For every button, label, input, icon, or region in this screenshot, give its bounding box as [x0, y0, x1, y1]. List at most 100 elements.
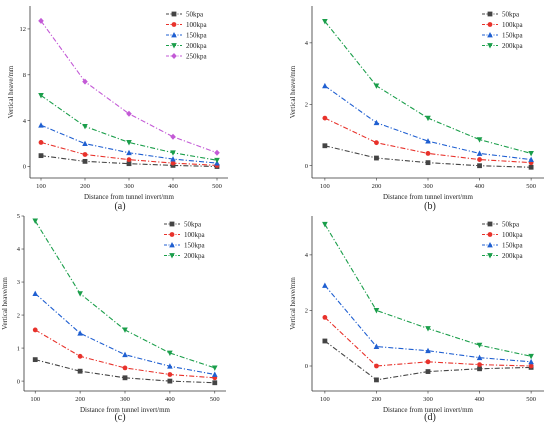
data-point-150kpa — [425, 138, 431, 144]
data-point-200kpa — [214, 157, 220, 164]
data-point-150kpa — [126, 149, 132, 156]
series-line-150kpa — [34, 293, 215, 376]
legend-marker-150kpa — [171, 32, 177, 38]
series-line-50kpa — [35, 359, 215, 384]
data-point-250kpa — [214, 149, 220, 156]
y-tick-label: 0 — [305, 363, 308, 370]
data-point-200kpa — [528, 353, 534, 360]
data-point-200kpa — [425, 115, 431, 122]
data-point-250kpa — [126, 110, 132, 117]
data-point-150kpa — [373, 343, 380, 349]
series-line-150kpa — [324, 285, 532, 363]
data-point-100kpa — [77, 353, 83, 359]
data-point-150kpa — [211, 371, 218, 377]
data-point-100kpa — [477, 157, 482, 162]
legend-marker-150kpa — [487, 32, 493, 38]
legend-label-50kpa: 50kpa — [502, 221, 520, 229]
series-line-250kpa — [40, 20, 218, 154]
data-point-150kpa — [77, 330, 83, 336]
x-tick-label: 300 — [423, 183, 433, 190]
x-tick-label: 300 — [124, 183, 134, 190]
legend-label-50kpa: 50kpa — [186, 11, 204, 19]
panel-label: (d) — [424, 412, 436, 423]
x-tick-label: 500 — [212, 183, 222, 190]
data-point-150kpa — [373, 119, 380, 126]
data-point-100kpa — [32, 327, 38, 333]
data-point-150kpa — [322, 82, 328, 89]
x-tick-label: 400 — [475, 396, 485, 403]
y-tick-label: 5 — [17, 213, 20, 220]
legend-label-200kpa: 200kpa — [502, 252, 524, 260]
data-point-150kpa — [32, 290, 39, 296]
data-point-250kpa — [38, 17, 44, 24]
legend-label-100kpa: 100kpa — [184, 231, 206, 239]
data-point-150kpa — [528, 358, 534, 365]
legend-marker-100kpa — [171, 22, 177, 27]
legend-label-200kpa: 200kpa — [502, 42, 524, 50]
x-tick-label: 100 — [36, 183, 46, 190]
y-axis-title: Vertical heave/mm — [1, 277, 9, 330]
legend-marker-50kpa — [169, 221, 175, 227]
data-point-50kpa — [322, 338, 328, 344]
y-tick-label: 0 — [305, 163, 308, 170]
data-point-50kpa — [32, 357, 38, 363]
legend-label-200kpa: 200kpa — [186, 42, 208, 50]
x-axis-title: Distance from tunnel invert/mm — [80, 406, 171, 414]
x-axis-title: Distance from tunnel invert/mm — [84, 193, 175, 201]
legend-label-100kpa: 100kpa — [502, 231, 524, 239]
chart-panel-b: 100 200 300 400 500 0 2 4 Distance from tunnel i… — [289, 6, 544, 212]
data-point-100kpa — [38, 140, 44, 145]
data-point-200kpa — [476, 342, 483, 349]
y-tick-label: 2 — [17, 312, 20, 319]
data-point-50kpa — [528, 164, 534, 170]
legend-marker-100kpa — [487, 232, 493, 237]
data-point-100kpa — [477, 362, 482, 368]
x-tick-label: 500 — [210, 396, 220, 403]
legend-label-150kpa: 150kpa — [502, 242, 524, 250]
x-tick-label: 100 — [30, 396, 40, 403]
data-point-200kpa — [373, 83, 380, 89]
data-point-50kpa — [167, 378, 173, 384]
y-axis-title: Vertical heave/mm — [7, 65, 15, 118]
x-axis-title: Distance from tunnel invert/mm — [383, 193, 474, 201]
data-point-50kpa — [77, 368, 83, 374]
data-point-100kpa — [167, 372, 173, 377]
y-axis-title: Vertical heave/mm — [289, 277, 297, 330]
legend-marker-50kpa — [487, 11, 493, 17]
series-line-200kpa — [40, 94, 218, 161]
data-point-100kpa — [82, 152, 88, 157]
y-tick-label: 8 — [23, 72, 26, 79]
data-point-200kpa — [322, 221, 328, 228]
data-point-50kpa — [322, 143, 328, 149]
panel-label: (c) — [114, 412, 125, 423]
data-point-150kpa — [38, 122, 44, 128]
legend-label-150kpa: 150kpa — [184, 242, 206, 250]
x-tick-label: 100 — [320, 396, 330, 403]
y-tick-label: 1 — [17, 345, 20, 352]
data-point-200kpa — [167, 350, 173, 357]
legend-marker-200kpa — [169, 253, 175, 259]
y-tick-label: 4 — [17, 246, 21, 253]
data-point-200kpa — [82, 124, 88, 130]
data-point-200kpa — [77, 291, 83, 297]
x-tick-label: 200 — [372, 183, 382, 190]
legend-label-100kpa: 100kpa — [186, 21, 208, 29]
legend-label-50kpa: 50kpa — [184, 221, 202, 229]
data-point-200kpa — [170, 150, 176, 156]
legend-marker-250kpa — [171, 53, 177, 59]
chart-panel-d: 100 200 300 400 500 0 2 4 Distance from tunnel i… — [289, 216, 544, 423]
data-point-200kpa — [38, 93, 44, 99]
x-tick-label: 300 — [423, 396, 433, 403]
data-point-50kpa — [122, 375, 128, 381]
series-line-200kpa — [324, 21, 532, 154]
data-point-150kpa — [476, 150, 483, 156]
data-point-150kpa — [425, 347, 431, 354]
data-point-200kpa — [322, 18, 328, 25]
data-point-200kpa — [476, 137, 483, 143]
data-point-200kpa — [32, 218, 39, 224]
y-axis-title: Vertical heave/mm — [289, 65, 297, 118]
data-point-150kpa — [122, 351, 128, 358]
y-tick-label: 4 — [305, 252, 309, 259]
legend-label-50kpa: 50kpa — [502, 11, 520, 19]
y-tick-label: 4 — [305, 40, 309, 47]
